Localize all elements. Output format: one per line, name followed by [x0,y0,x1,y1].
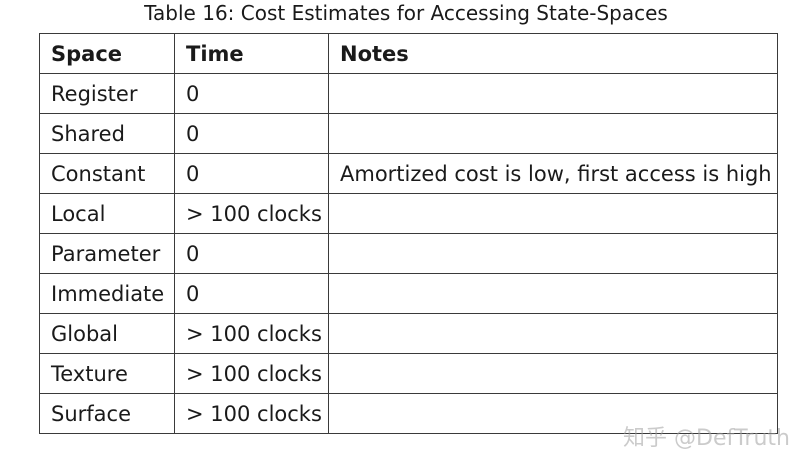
cell-notes [328,193,778,234]
cell-time: > 100 clocks [174,353,329,394]
cell-time: 0 [174,73,329,114]
table-row: Immediate 0 [39,273,778,314]
table-row: Parameter 0 [39,233,778,274]
cell-space: Register [39,73,175,114]
cell-space: Texture [39,353,175,394]
cell-notes [328,313,778,354]
header-space: Space [39,33,175,74]
cell-notes [328,353,778,394]
cell-notes [328,233,778,274]
cell-notes: Amortized cost is low, first access is h… [328,153,778,194]
header-time: Time [174,33,329,74]
table-caption: Table 16: Cost Estimates for Accessing S… [144,1,668,25]
cell-notes [328,73,778,114]
table-row: Surface > 100 clocks [39,393,778,434]
cell-notes [328,273,778,314]
cell-space: Immediate [39,273,175,314]
cell-time: 0 [174,113,329,154]
cell-time: 0 [174,233,329,274]
cell-time: > 100 clocks [174,193,329,234]
cell-space: Local [39,193,175,234]
table-row: Constant 0 Amortized cost is low, first … [39,153,778,194]
table-row: Global > 100 clocks [39,313,778,354]
cell-time: 0 [174,153,329,194]
watermark: 知乎 @DefTruth [623,426,790,451]
cell-space: Shared [39,113,175,154]
cell-time: > 100 clocks [174,393,329,434]
cell-notes [328,393,778,434]
cell-space: Surface [39,393,175,434]
table-row: Shared 0 [39,113,778,154]
cost-estimates-table: Space Time Notes Register 0 Shared 0 Con… [39,33,778,434]
cell-space: Global [39,313,175,354]
table-header-row: Space Time Notes [39,33,778,74]
cell-space: Parameter [39,233,175,274]
table-row: Register 0 [39,73,778,114]
cell-notes [328,113,778,154]
table-row: Texture > 100 clocks [39,353,778,394]
table-row: Local > 100 clocks [39,193,778,234]
cell-space: Constant [39,153,175,194]
cell-time: 0 [174,273,329,314]
header-notes: Notes [328,33,778,74]
cell-time: > 100 clocks [174,313,329,354]
